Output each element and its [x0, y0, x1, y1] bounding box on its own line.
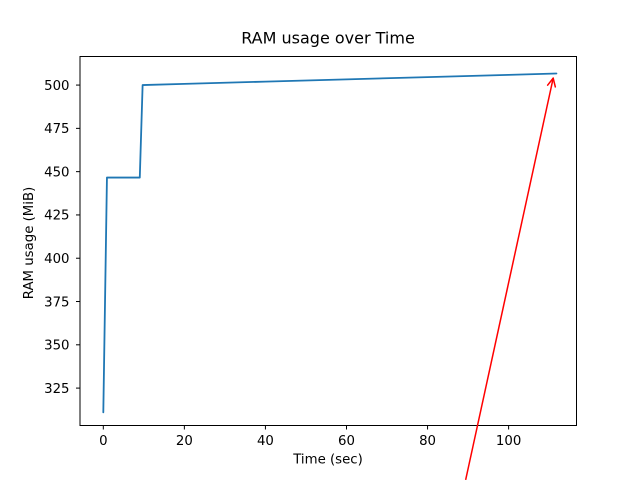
x-tick-label: 100	[496, 434, 521, 449]
y-tick-label: 375	[44, 295, 69, 310]
x-tick-label: 40	[257, 434, 274, 449]
y-axis-label: RAM usage (MiB)	[22, 187, 37, 300]
x-tick-label: 0	[99, 434, 107, 449]
y-tick-label: 325	[44, 382, 69, 397]
y-tick-label: 500	[44, 79, 69, 94]
annotation-arrow-head	[552, 77, 557, 88]
annotation-arrow-shaft	[464, 77, 554, 480]
plot-frame	[79, 56, 577, 426]
y-tick-label: 400	[44, 252, 69, 267]
y-tick-label: 425	[44, 209, 69, 224]
chart-title: RAM usage over Time	[241, 29, 415, 48]
x-axis-label: Time (sec)	[292, 453, 363, 468]
x-tick-label: 60	[338, 434, 355, 449]
y-tick-label: 475	[44, 122, 69, 137]
y-tick-label: 450	[44, 165, 69, 180]
plot-area	[102, 72, 558, 480]
y-tick-label: 350	[44, 339, 69, 354]
annotation-arrow-head	[546, 77, 554, 86]
x-tick-label: 20	[176, 434, 193, 449]
x-tick-label: 80	[419, 434, 436, 449]
axis-ticks: 0 20 40 60 80 100 325 350 375 400 425 450 475 500	[44, 79, 521, 449]
axes-frame	[79, 56, 577, 426]
series-line	[102, 72, 558, 414]
